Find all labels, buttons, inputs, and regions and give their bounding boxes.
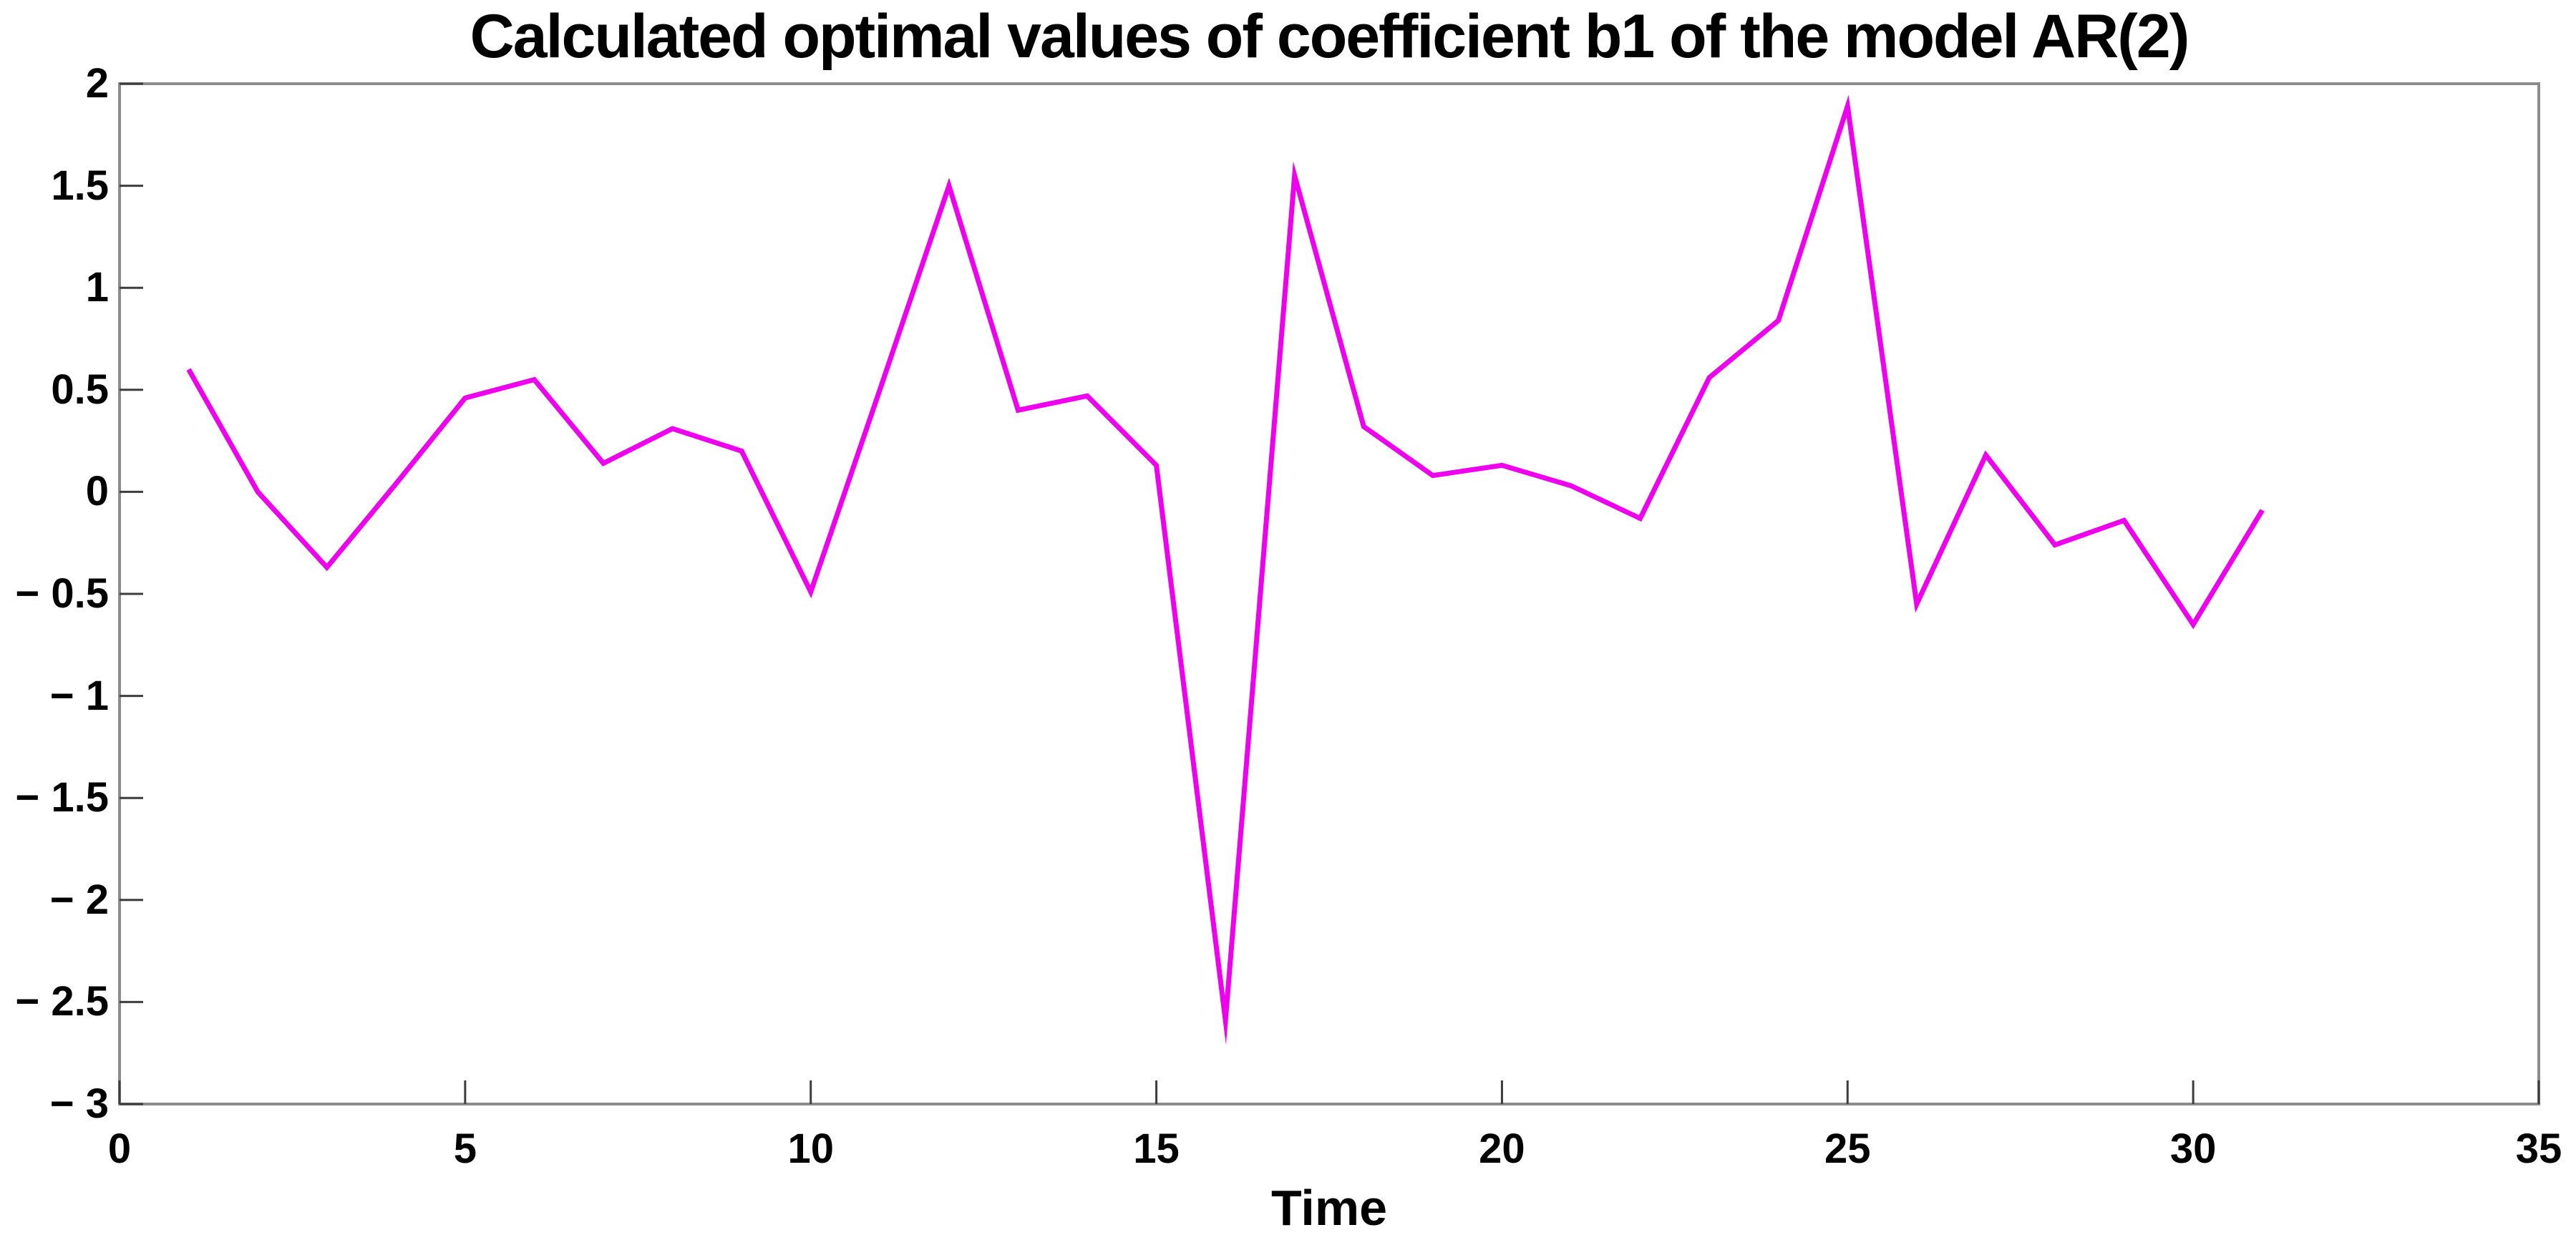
- x-tick-label: 35: [2515, 1126, 2562, 1172]
- x-tick-label: 20: [1479, 1126, 1525, 1172]
- chart-title: Calculated optimal values of coefficient…: [470, 2, 2190, 71]
- x-tick-label: 25: [1824, 1126, 1871, 1172]
- x-tick-label: 5: [453, 1126, 477, 1172]
- plot-box: [118, 82, 2540, 1105]
- y-tick-label: 0.5: [51, 366, 109, 413]
- y-tick-label: 0: [85, 468, 109, 515]
- y-tick-label: 2: [85, 60, 109, 107]
- data-line-b1: [186, 94, 2265, 1045]
- y-tick-label: − 1: [49, 672, 109, 719]
- x-tick-label: 10: [787, 1126, 834, 1172]
- y-tick-label: − 2: [49, 876, 109, 923]
- y-tick-label: − 0.5: [15, 570, 109, 617]
- x-tick-label: 0: [107, 1126, 132, 1172]
- x-axis-label: Time: [1270, 1180, 1388, 1236]
- x-tick-label: 30: [2169, 1126, 2217, 1172]
- y-tick-label: 1.5: [51, 162, 109, 209]
- x-tick-label: 15: [1133, 1126, 1180, 1172]
- y-tick-label: − 1.5: [15, 774, 109, 821]
- x-axis-ticks: [118, 1080, 2540, 1104]
- y-tick-label: − 3: [49, 1080, 109, 1127]
- y-tick-label: − 2.5: [15, 978, 109, 1025]
- y-axis-ticks: [120, 82, 143, 1105]
- y-tick-label: 1: [85, 264, 109, 311]
